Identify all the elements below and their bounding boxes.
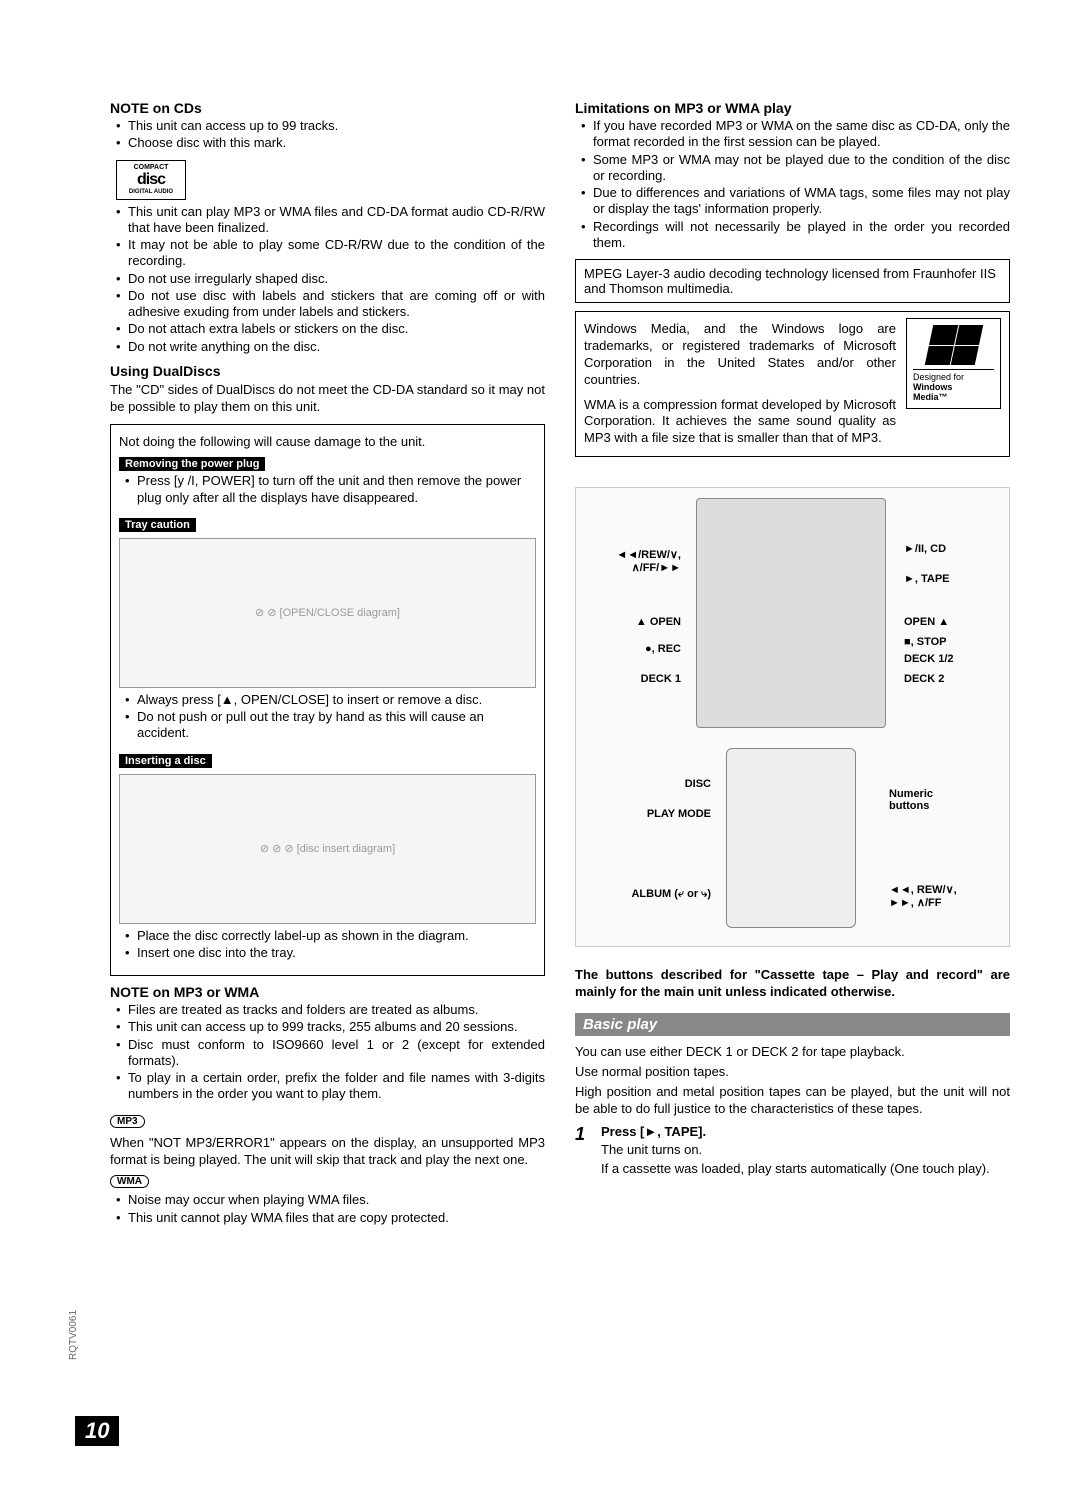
note-cds-list-b: This unit can play MP3 or WMA files and … xyxy=(110,204,545,355)
caution-box: Not doing the following will cause damag… xyxy=(110,424,545,977)
callout-tape: ►, TAPE xyxy=(904,573,1009,585)
note-mp3-list: Files are treated as tracks and folders … xyxy=(110,1002,545,1103)
callout-open-left: ▲ OPEN xyxy=(576,616,681,628)
page-number: 10 xyxy=(75,1416,119,1446)
wma-list: Noise may occur when playing WMA files. … xyxy=(110,1192,545,1226)
callout-album: ALBUM (⤶ or ⤷) xyxy=(576,888,711,901)
dualdiscs-title: Using DualDiscs xyxy=(110,363,545,379)
tray-list: Always press [▲, OPEN/CLOSE] to insert o… xyxy=(119,692,536,742)
wma-badge: WMA xyxy=(110,1175,149,1188)
callout-deck2: DECK 2 xyxy=(904,673,1009,685)
note-mp3-title: NOTE on MP3 or WMA xyxy=(110,984,545,1000)
callout-deck12: DECK 1/2 xyxy=(904,653,1009,665)
step-number: 1 xyxy=(575,1124,595,1182)
bullet: Disc must conform to ISO9660 level 1 or … xyxy=(116,1037,545,1070)
tray-label: Tray caution xyxy=(119,518,196,532)
bullet: If you have recorded MP3 or WMA on the s… xyxy=(581,118,1010,151)
bullet: This unit can access up to 99 tracks. xyxy=(116,118,545,134)
bullet: This unit can play MP3 or WMA files and … xyxy=(116,204,545,237)
mpeg-box: MPEG Layer-3 audio decoding technology l… xyxy=(575,259,1010,303)
callout-open-right: OPEN ▲ xyxy=(904,616,1009,628)
bullet: Choose disc with this mark. xyxy=(116,135,545,151)
winmedia-box: Windows Media, and the Windows logo are … xyxy=(575,311,1010,457)
dualdiscs-text: The "CD" sides of DualDiscs do not meet … xyxy=(110,382,545,416)
bullet: Files are treated as tracks and folders … xyxy=(116,1002,545,1018)
bullet: Insert one disc into the tray. xyxy=(125,945,536,961)
step-line1: The unit turns on. xyxy=(601,1142,1010,1159)
winmedia-text: Windows Media, and the Windows logo are … xyxy=(584,321,896,389)
bullet: Always press [▲, OPEN/CLOSE] to insert o… xyxy=(125,692,536,708)
callout-rec: ●, REC xyxy=(576,643,681,655)
windows-logo: Designed for Windows Media™ xyxy=(906,318,1001,409)
mpeg-text: MPEG Layer-3 audio decoding technology l… xyxy=(584,266,996,296)
bullet: Recordings will not necessarily be playe… xyxy=(581,219,1010,252)
bullet: Some MP3 or WMA may not be played due to… xyxy=(581,152,1010,185)
windows-flag-icon xyxy=(924,325,983,365)
remote-illustration xyxy=(726,748,856,928)
normal-tapes: Use normal position tapes. xyxy=(575,1064,1010,1081)
bullet: Press [y /I, POWER] to turn off the unit… xyxy=(125,473,536,506)
limitations-title: Limitations on MP3 or WMA play xyxy=(575,100,1010,116)
system-diagram: ◄◄/REW/∨, ∧/FF/►► ▲ OPEN ●, REC DECK 1 D… xyxy=(575,487,1010,947)
cassette-note: The buttons described for "Cassette tape… xyxy=(575,967,1010,1001)
left-column: NOTE on CDs This unit can access up to 9… xyxy=(110,100,545,1234)
bullet: Do not use disc with labels and stickers… xyxy=(116,288,545,321)
step-title: Press [►, TAPE]. xyxy=(601,1124,1010,1139)
bullet: This unit cannot play WMA files that are… xyxy=(116,1210,545,1226)
note-cds-list-a: This unit can access up to 99 tracks. Ch… xyxy=(110,118,545,152)
tray-diagram: ⊘ ⊘ [OPEN/CLOSE diagram] xyxy=(119,538,536,688)
bullet: Do not attach extra labels or stickers o… xyxy=(116,321,545,337)
inserting-list: Place the disc correctly label-up as sho… xyxy=(119,928,536,962)
inserting-diagram: ⊘ ⊘ ⊘ [disc insert diagram] xyxy=(119,774,536,924)
mp3-badge: MP3 xyxy=(110,1115,145,1128)
right-column: Limitations on MP3 or WMA play If you ha… xyxy=(575,100,1010,1234)
caution-intro: Not doing the following will cause damag… xyxy=(119,434,536,451)
bullet: This unit can access up to 999 tracks, 2… xyxy=(116,1019,545,1035)
limitations-list: If you have recorded MP3 or WMA on the s… xyxy=(575,118,1010,251)
callout-numeric: Numeric buttons xyxy=(889,788,1009,812)
doc-reference: RQTV0061 xyxy=(68,1310,79,1360)
callout-playmode: PLAY MODE xyxy=(576,808,711,820)
deck-text: You can use either DECK 1 or DECK 2 for … xyxy=(575,1044,1010,1061)
callout-rew-r: ◄◄, REW/∨, ►►, ∧/FF xyxy=(889,883,1009,909)
bullet: Do not use irregularly shaped disc. xyxy=(116,271,545,287)
mp3-text: When "NOT MP3/ERROR1" appears on the dis… xyxy=(110,1135,545,1169)
callout-deck1: DECK 1 xyxy=(576,673,681,685)
bullet: Do not push or pull out the tray by hand… xyxy=(125,709,536,742)
removing-label: Removing the power plug xyxy=(119,457,265,471)
main-unit-illustration xyxy=(696,498,886,728)
bullet: Place the disc correctly label-up as sho… xyxy=(125,928,536,944)
callout-disc: DISC xyxy=(576,778,711,790)
bullet: To play in a certain order, prefix the f… xyxy=(116,1070,545,1103)
callout-stop: ■, STOP xyxy=(904,636,1009,648)
removing-list: Press [y /I, POWER] to turn off the unit… xyxy=(119,473,536,506)
wma-compress-text: WMA is a compression format developed by… xyxy=(584,397,896,448)
bullet: Do not write anything on the disc. xyxy=(116,339,545,355)
callout-cd: ►/II, CD xyxy=(904,543,1009,555)
note-cds-title: NOTE on CDs xyxy=(110,100,545,116)
compact-disc-logo: COMPACT disc DIGITAL AUDIO xyxy=(116,160,186,200)
step-line2: If a cassette was loaded, play starts au… xyxy=(601,1161,1010,1178)
bullet: Noise may occur when playing WMA files. xyxy=(116,1192,545,1208)
high-pos-text: High position and metal position tapes c… xyxy=(575,1084,1010,1118)
inserting-label: Inserting a disc xyxy=(119,754,212,768)
bullet: Due to differences and variations of WMA… xyxy=(581,185,1010,218)
callout-rew: ◄◄/REW/∨, ∧/FF/►► xyxy=(576,548,681,574)
bullet: It may not be able to play some CD-R/RW … xyxy=(116,237,545,270)
basic-play-heading: Basic play xyxy=(575,1013,1010,1036)
step-1: 1 Press [►, TAPE]. The unit turns on. If… xyxy=(575,1124,1010,1182)
